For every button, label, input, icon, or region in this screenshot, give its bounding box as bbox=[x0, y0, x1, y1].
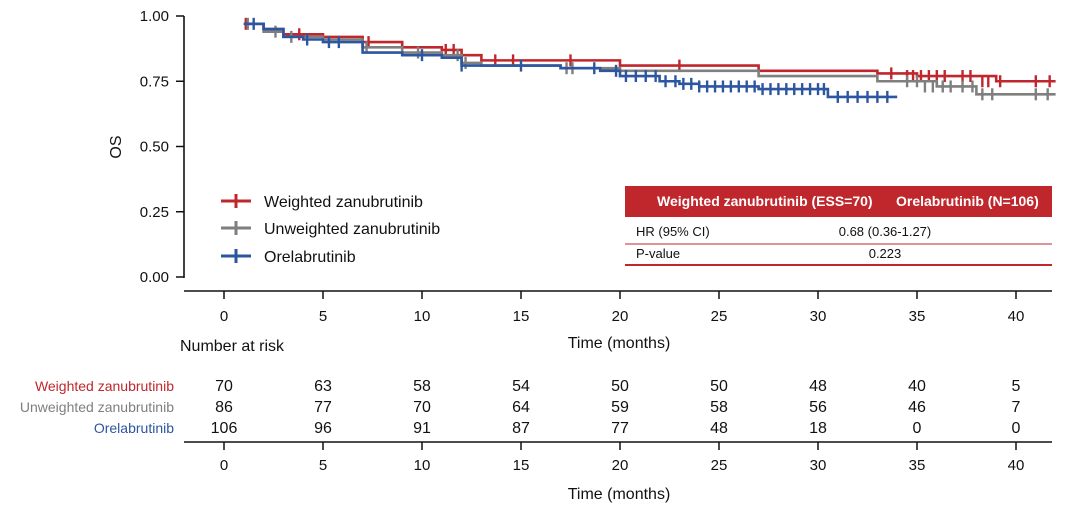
km-curve-unweighted bbox=[243, 22, 1056, 96]
x-tick-label: 30 bbox=[810, 308, 827, 325]
risk-count: 59 bbox=[611, 399, 629, 416]
risk-row-label-unweighted: Unweighted zanubrutinib bbox=[20, 399, 174, 415]
km-curve-weighted bbox=[243, 22, 1056, 83]
risk-count: 54 bbox=[512, 378, 530, 395]
risk-count: 0 bbox=[913, 420, 922, 437]
risk-count: 86 bbox=[215, 399, 233, 416]
survival-curves bbox=[243, 17, 1056, 103]
risk-count: 96 bbox=[314, 420, 332, 437]
y-axis-label: OS bbox=[108, 135, 125, 158]
risk-row-label-orelabrutinib: Orelabrutinib bbox=[94, 420, 174, 436]
risk-count: 58 bbox=[413, 378, 431, 395]
risk-count: 48 bbox=[809, 378, 827, 395]
risk-x-axis-label: Time (months) bbox=[568, 486, 671, 503]
risk-table-rows: Weighted zanubrutinib 70 63 58 54 50 50 48 40 5Un… bbox=[20, 378, 1021, 437]
x-tick-label: 5 bbox=[319, 308, 327, 325]
risk-x-tick-label: 40 bbox=[1008, 457, 1025, 474]
risk-count: 18 bbox=[809, 420, 827, 437]
risk-count: 0 bbox=[1012, 420, 1021, 437]
hr-table-header-right: Orelabrutinib (N=106) bbox=[896, 193, 1039, 209]
risk-count: 63 bbox=[314, 378, 332, 395]
legend-label-unweighted: Unweighted zanubrutinib bbox=[264, 221, 440, 238]
risk-count: 7 bbox=[1012, 399, 1021, 416]
risk-count: 91 bbox=[413, 420, 431, 437]
risk-count: 106 bbox=[211, 420, 238, 437]
risk-count: 48 bbox=[710, 420, 728, 437]
main-plot: 0.00 0.25 0.50 0.75 1.00 0 5 10 15 20 25 30 35 40 OS… bbox=[108, 8, 1056, 352]
risk-count: 5 bbox=[1012, 378, 1021, 395]
risk-x-tick-label: 0 bbox=[220, 457, 228, 474]
risk-x-tick-label: 20 bbox=[612, 457, 629, 474]
hr-table-header-left: Weighted zanubrutinib (ESS=70) bbox=[657, 193, 873, 209]
risk-table-title: Number at risk bbox=[180, 338, 285, 355]
risk-count: 77 bbox=[611, 420, 629, 437]
risk-count: 64 bbox=[512, 399, 530, 416]
x-tick-label: 25 bbox=[711, 308, 728, 325]
x-tick-label: 35 bbox=[909, 308, 926, 325]
risk-count: 87 bbox=[512, 420, 530, 437]
y-tick-label: 0.75 bbox=[140, 73, 169, 90]
risk-count: 50 bbox=[710, 378, 728, 395]
risk-x-tick-group: 0 5 10 15 20 25 30 35 40 bbox=[220, 442, 1025, 474]
risk-x-tick-label: 35 bbox=[909, 457, 926, 474]
legend-label-orelabrutinib: Orelabrutinib bbox=[264, 249, 356, 266]
risk-x-tick-label: 15 bbox=[513, 457, 530, 474]
risk-x-tick-label: 30 bbox=[810, 457, 827, 474]
legend: Weighted zanubrutinib Unweighted zanubru… bbox=[221, 194, 440, 266]
y-tick-label: 0.00 bbox=[140, 269, 169, 286]
x-tick-label: 20 bbox=[612, 308, 629, 325]
x-tick-label: 40 bbox=[1008, 308, 1025, 325]
risk-count: 50 bbox=[611, 378, 629, 395]
risk-count: 40 bbox=[908, 378, 926, 395]
risk-count: 70 bbox=[413, 399, 431, 416]
hr-table-row-value: 0.68 (0.36-1.27) bbox=[839, 224, 932, 239]
y-tick-label: 0.50 bbox=[140, 139, 169, 156]
x-tick-label: 15 bbox=[513, 308, 530, 325]
legend-label-weighted: Weighted zanubrutinib bbox=[264, 194, 423, 211]
risk-x-tick-label: 25 bbox=[711, 457, 728, 474]
risk-x-tick-label: 10 bbox=[414, 457, 431, 474]
x-tick-group: 0 5 10 15 20 25 30 35 40 bbox=[220, 291, 1025, 325]
risk-x-tick-label: 5 bbox=[319, 457, 327, 474]
risk-count: 58 bbox=[710, 399, 728, 416]
x-tick-label: 0 bbox=[220, 308, 228, 325]
legend-item-unweighted: Unweighted zanubrutinib bbox=[221, 221, 440, 238]
risk-count: 56 bbox=[809, 399, 827, 416]
y-tick-group: 0.00 0.25 0.50 0.75 1.00 bbox=[140, 8, 184, 286]
legend-item-weighted: Weighted zanubrutinib bbox=[221, 194, 423, 211]
hr-table-row-label: P-value bbox=[636, 246, 680, 261]
legend-item-orelabrutinib: Orelabrutinib bbox=[221, 249, 356, 266]
hr-table: Weighted zanubrutinib (ESS=70) Orelabrut… bbox=[625, 186, 1052, 266]
risk-table: Number at risk Weighted zanubrutinib 70 63… bbox=[20, 338, 1052, 503]
risk-count: 70 bbox=[215, 378, 233, 395]
hr-table-row-label: HR (95% CI) bbox=[636, 224, 710, 239]
hr-table-header-bg bbox=[625, 186, 1052, 217]
y-tick-label: 1.00 bbox=[140, 8, 169, 25]
x-axis-label: Time (months) bbox=[568, 335, 671, 352]
y-tick-label: 0.25 bbox=[140, 204, 169, 221]
risk-row-label-weighted: Weighted zanubrutinib bbox=[35, 378, 174, 394]
hr-table-row-value: 0.223 bbox=[869, 246, 902, 261]
risk-count: 77 bbox=[314, 399, 332, 416]
risk-count: 46 bbox=[908, 399, 926, 416]
x-tick-label: 10 bbox=[414, 308, 431, 325]
